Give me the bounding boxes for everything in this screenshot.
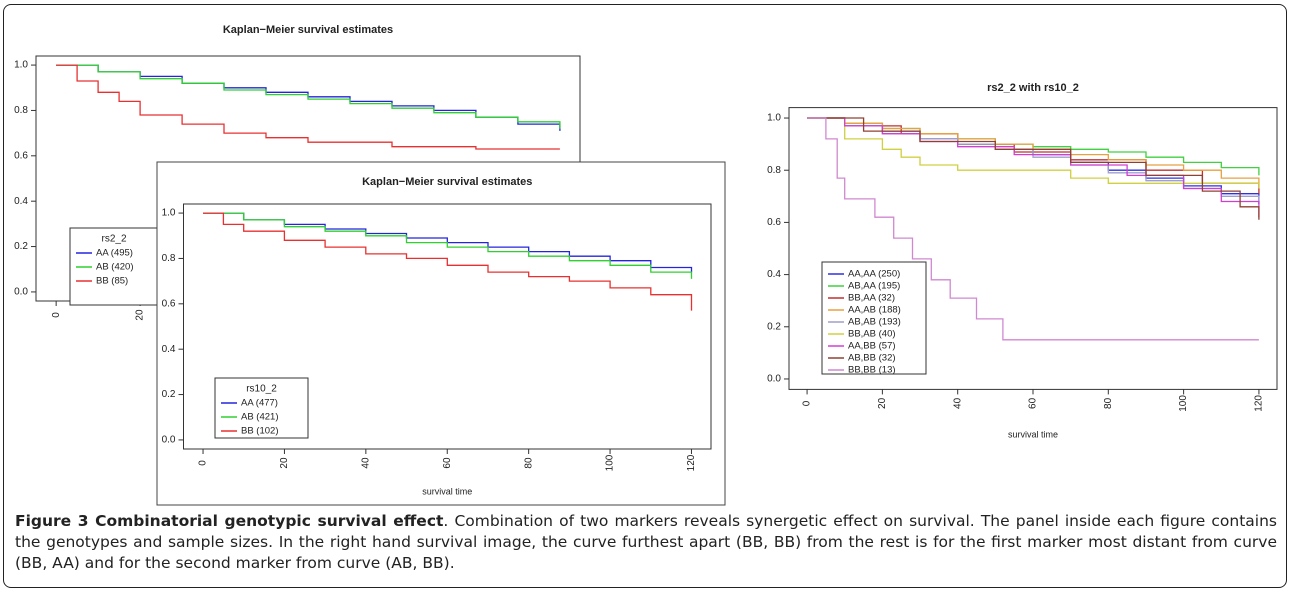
y-tick-label: 0.8 [767, 165, 781, 176]
legend-title: rs2_2 [101, 234, 126, 245]
survival-curve [807, 117, 1259, 341]
y-tick-label: 0.4 [14, 196, 28, 207]
survival-curve [807, 117, 1260, 218]
survival-curve [56, 64, 560, 150]
x-tick-label: 0 [802, 400, 813, 406]
x-tick-label: 20 [135, 309, 146, 321]
chart-title: rs2_2 with rs10_2 [987, 82, 1079, 94]
y-tick-label: 0.4 [767, 269, 781, 280]
y-tick-label: 1.0 [14, 60, 28, 71]
legend-label: BB (85) [96, 276, 128, 287]
x-tick-label: 80 [523, 457, 534, 469]
y-tick-label: 1.0 [767, 113, 781, 124]
charts: Kaplan−Meier survival estimates 0.0 0.2 0.4… [14, 23, 1282, 506]
legend-label: AA,AB (188) [848, 305, 901, 316]
x-tick-label: 100 [1178, 395, 1189, 412]
legend-label: BB,AB (40) [848, 329, 896, 340]
legend-label: AA (477) [241, 398, 278, 409]
figure-caption: Figure 3 Combinatorial genotypic surviva… [15, 511, 1277, 574]
y-tick-label: 0.6 [162, 298, 176, 309]
plot-frame [788, 107, 1278, 390]
legend-label: AB (421) [241, 412, 279, 423]
chart-panel [156, 161, 726, 506]
survival-curve [807, 117, 1260, 189]
x-tick-label: 100 [605, 454, 616, 471]
legend-label: BB (102) [241, 426, 279, 437]
y-tick-label: 1.0 [162, 208, 176, 219]
y-tick-label: 0.0 [14, 287, 28, 298]
chart: rs2_2 with rs10_2 survival time 0.0 0.2 0.4 0… [767, 70, 1282, 450]
y-tick-label: 0.0 [162, 435, 176, 446]
legend-box [69, 227, 159, 306]
legend-label: AB,BB (32) [848, 353, 896, 364]
legend-label: AB (420) [96, 262, 134, 273]
chart-panel [770, 70, 1282, 450]
legend-label: AB,AB (193) [848, 317, 901, 328]
chart: Kaplan−Meier survival estimates 0.0 0.2 0.4… [14, 24, 581, 321]
legend-box [214, 377, 309, 439]
x-tick-label: 20 [279, 457, 290, 469]
y-tick-label: 0.2 [162, 389, 176, 400]
x-axis-label: survival time [1008, 429, 1058, 439]
figure-frame [3, 4, 1287, 588]
chart-title: Kaplan−Meier survival estimates [223, 24, 393, 36]
x-axis-label: survival time [422, 486, 472, 496]
y-tick-label: 0.8 [14, 105, 28, 116]
y-tick-label: 0.2 [767, 321, 781, 332]
y-tick-label: 0.2 [14, 241, 28, 252]
y-tick-label: 0.6 [14, 150, 28, 161]
x-tick-label: 120 [686, 454, 697, 471]
x-tick-label: 0 [51, 312, 62, 318]
x-tick-label: 60 [1028, 397, 1039, 409]
x-tick-label: 0 [198, 460, 209, 466]
survival-curve [56, 64, 561, 129]
legend-label: BB,BB (13) [848, 365, 896, 376]
legend-label: AA (495) [96, 248, 133, 259]
survival-curve [807, 117, 1260, 220]
caption-label: Figure 3 Combinatorial genotypic surviva… [15, 512, 444, 530]
y-tick-label: 0.0 [767, 374, 781, 385]
x-tick-label: 80 [1103, 397, 1114, 409]
legend-label: AA,AA (250) [848, 269, 900, 280]
plot-frame [183, 203, 712, 450]
legend-title: rs10_2 [246, 384, 277, 395]
y-tick-label: 0.8 [162, 253, 176, 264]
y-tick-label: 0.4 [162, 344, 176, 355]
y-tick-label: 0.6 [767, 217, 781, 228]
x-tick-label: 40 [360, 457, 371, 469]
legend-label: AA,BB (57) [848, 341, 896, 352]
chart-title: Kaplan−Meier survival estimates [362, 176, 532, 188]
survival-curve [203, 212, 693, 279]
x-tick-label: 120 [1254, 395, 1265, 412]
legend-label: BB,AA (32) [848, 293, 895, 304]
chart: Kaplan−Meier survival estimates survival … [156, 161, 726, 506]
legend-label: AB,AA (195) [848, 281, 900, 292]
survival-curve [203, 212, 693, 311]
x-tick-label: 60 [442, 457, 453, 469]
caption-text: . Combination of two markers reveals syn… [15, 512, 1277, 572]
legend-box [821, 261, 927, 375]
x-tick-label: 20 [877, 397, 888, 409]
x-tick-label: 40 [952, 397, 963, 409]
